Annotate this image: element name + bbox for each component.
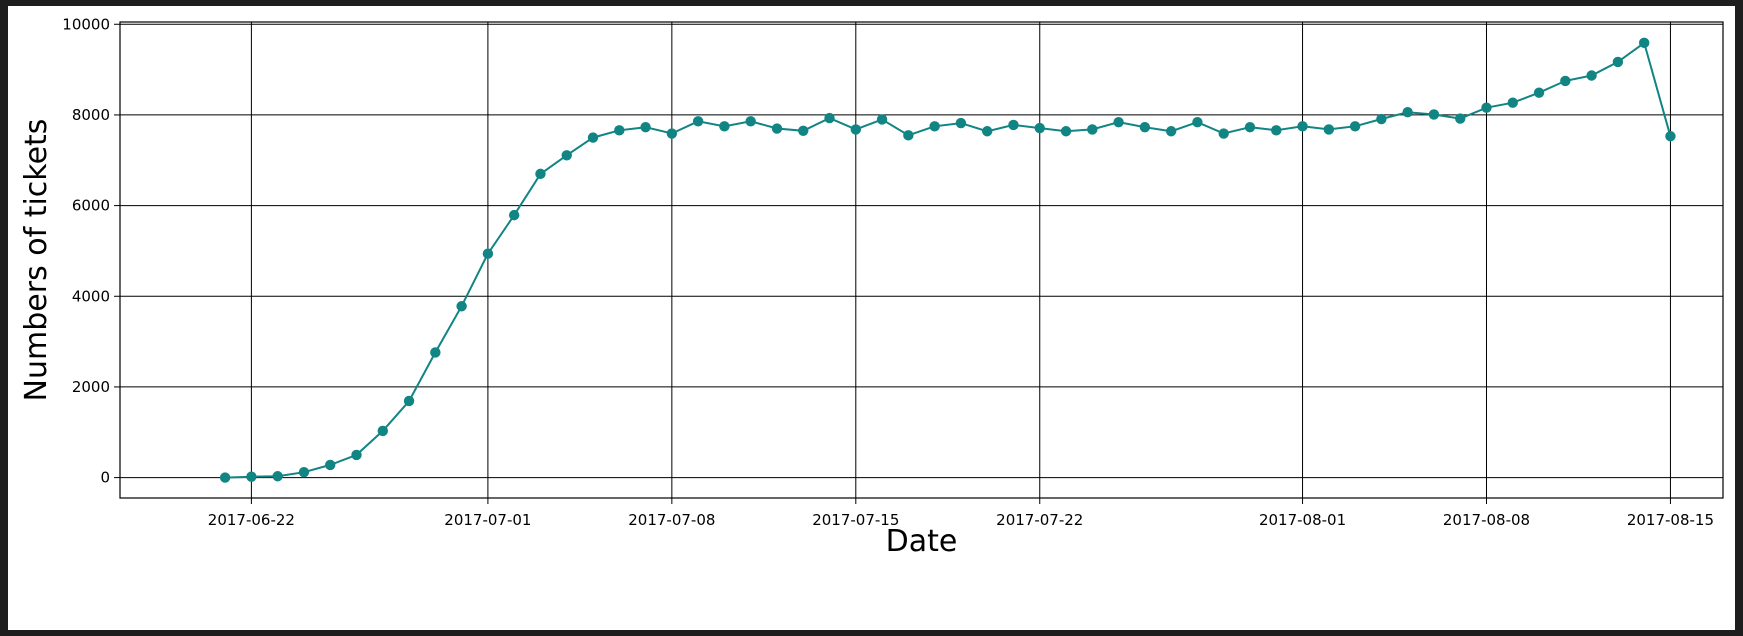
x-tick-label: 2017-06-22	[208, 511, 295, 529]
data-point	[561, 150, 572, 161]
data-point	[1008, 119, 1019, 131]
data-point	[482, 248, 494, 259]
data-point	[1402, 107, 1413, 118]
data-point	[1349, 121, 1361, 132]
data-point	[1165, 126, 1177, 137]
data-point	[1297, 121, 1308, 132]
data-point	[640, 121, 651, 133]
data-point	[272, 471, 283, 482]
x-tick-label: 2017-07-22	[996, 511, 1083, 529]
data-point	[824, 112, 835, 124]
data-point	[850, 124, 862, 135]
data-point	[325, 459, 336, 471]
data-point	[430, 347, 441, 358]
x-tick-label: 2017-08-01	[1259, 511, 1346, 529]
x-tick-label: 2017-08-15	[1627, 511, 1714, 529]
data-point	[1507, 97, 1518, 108]
data-point	[1060, 126, 1072, 137]
tick-layer: 2017-06-22 2017-07-01 2017-07-08 2017-07-15…	[62, 15, 1714, 529]
data-point	[1533, 87, 1545, 98]
data-point	[1271, 125, 1282, 136]
figure-frame: 2017-06-22 2017-07-01 2017-07-08 2017-07-15…	[8, 6, 1735, 630]
data-point	[929, 121, 940, 132]
data-point	[666, 128, 678, 139]
data-point	[1481, 102, 1492, 113]
x-tick-label: 2017-07-08	[628, 511, 715, 529]
data-point	[798, 125, 809, 136]
data-point	[508, 209, 520, 221]
data-point	[719, 121, 730, 132]
data-point	[1113, 116, 1124, 128]
series-layer	[219, 37, 1676, 483]
data-point	[1560, 75, 1571, 87]
data-point	[1192, 116, 1203, 128]
data-point	[1376, 113, 1387, 125]
data-point	[903, 130, 914, 141]
plot-area-border	[119, 21, 1724, 499]
y-tick-label: 2000	[72, 378, 110, 396]
data-point	[981, 126, 993, 137]
x-tick-label: 2017-07-15	[812, 511, 899, 529]
data-point	[771, 123, 783, 134]
data-point	[955, 117, 967, 129]
y-tick-label: 4000	[72, 287, 110, 305]
data-point	[1428, 109, 1440, 120]
data-point	[246, 471, 257, 482]
data-point	[403, 395, 415, 407]
y-tick-label: 0	[100, 469, 110, 487]
grid-layer	[120, 22, 1723, 498]
y-tick-label: 8000	[72, 106, 110, 124]
series-line	[225, 41, 1672, 479]
data-point	[587, 132, 599, 143]
y-axis-title: Numbers of tickets	[19, 119, 54, 402]
data-point	[456, 301, 467, 312]
data-point	[1139, 121, 1151, 133]
data-point	[1218, 128, 1229, 139]
data-point	[535, 168, 546, 180]
x-tick-label: 2017-07-01	[444, 511, 531, 529]
data-point	[1034, 122, 1045, 134]
data-point	[1638, 37, 1650, 49]
data-point	[219, 472, 231, 483]
data-point	[1087, 124, 1098, 135]
data-point	[1586, 70, 1597, 81]
data-point	[1665, 131, 1676, 142]
data-point	[351, 449, 362, 461]
data-point	[377, 425, 388, 437]
data-point	[876, 114, 888, 125]
x-tick-label: 2017-08-08	[1443, 511, 1530, 529]
data-point	[298, 466, 310, 478]
data-point	[692, 116, 704, 127]
line-chart: 2017-06-22 2017-07-01 2017-07-08 2017-07-15…	[19, 15, 1724, 559]
data-point	[1455, 113, 1466, 124]
y-tick-label: 10000	[62, 15, 110, 33]
x-axis-title: Date	[886, 524, 958, 559]
data-point	[1244, 121, 1256, 133]
data-point	[614, 125, 625, 136]
data-point	[1323, 124, 1335, 135]
data-point	[1612, 56, 1624, 68]
y-tick-label: 6000	[72, 197, 110, 215]
data-point	[745, 116, 756, 127]
